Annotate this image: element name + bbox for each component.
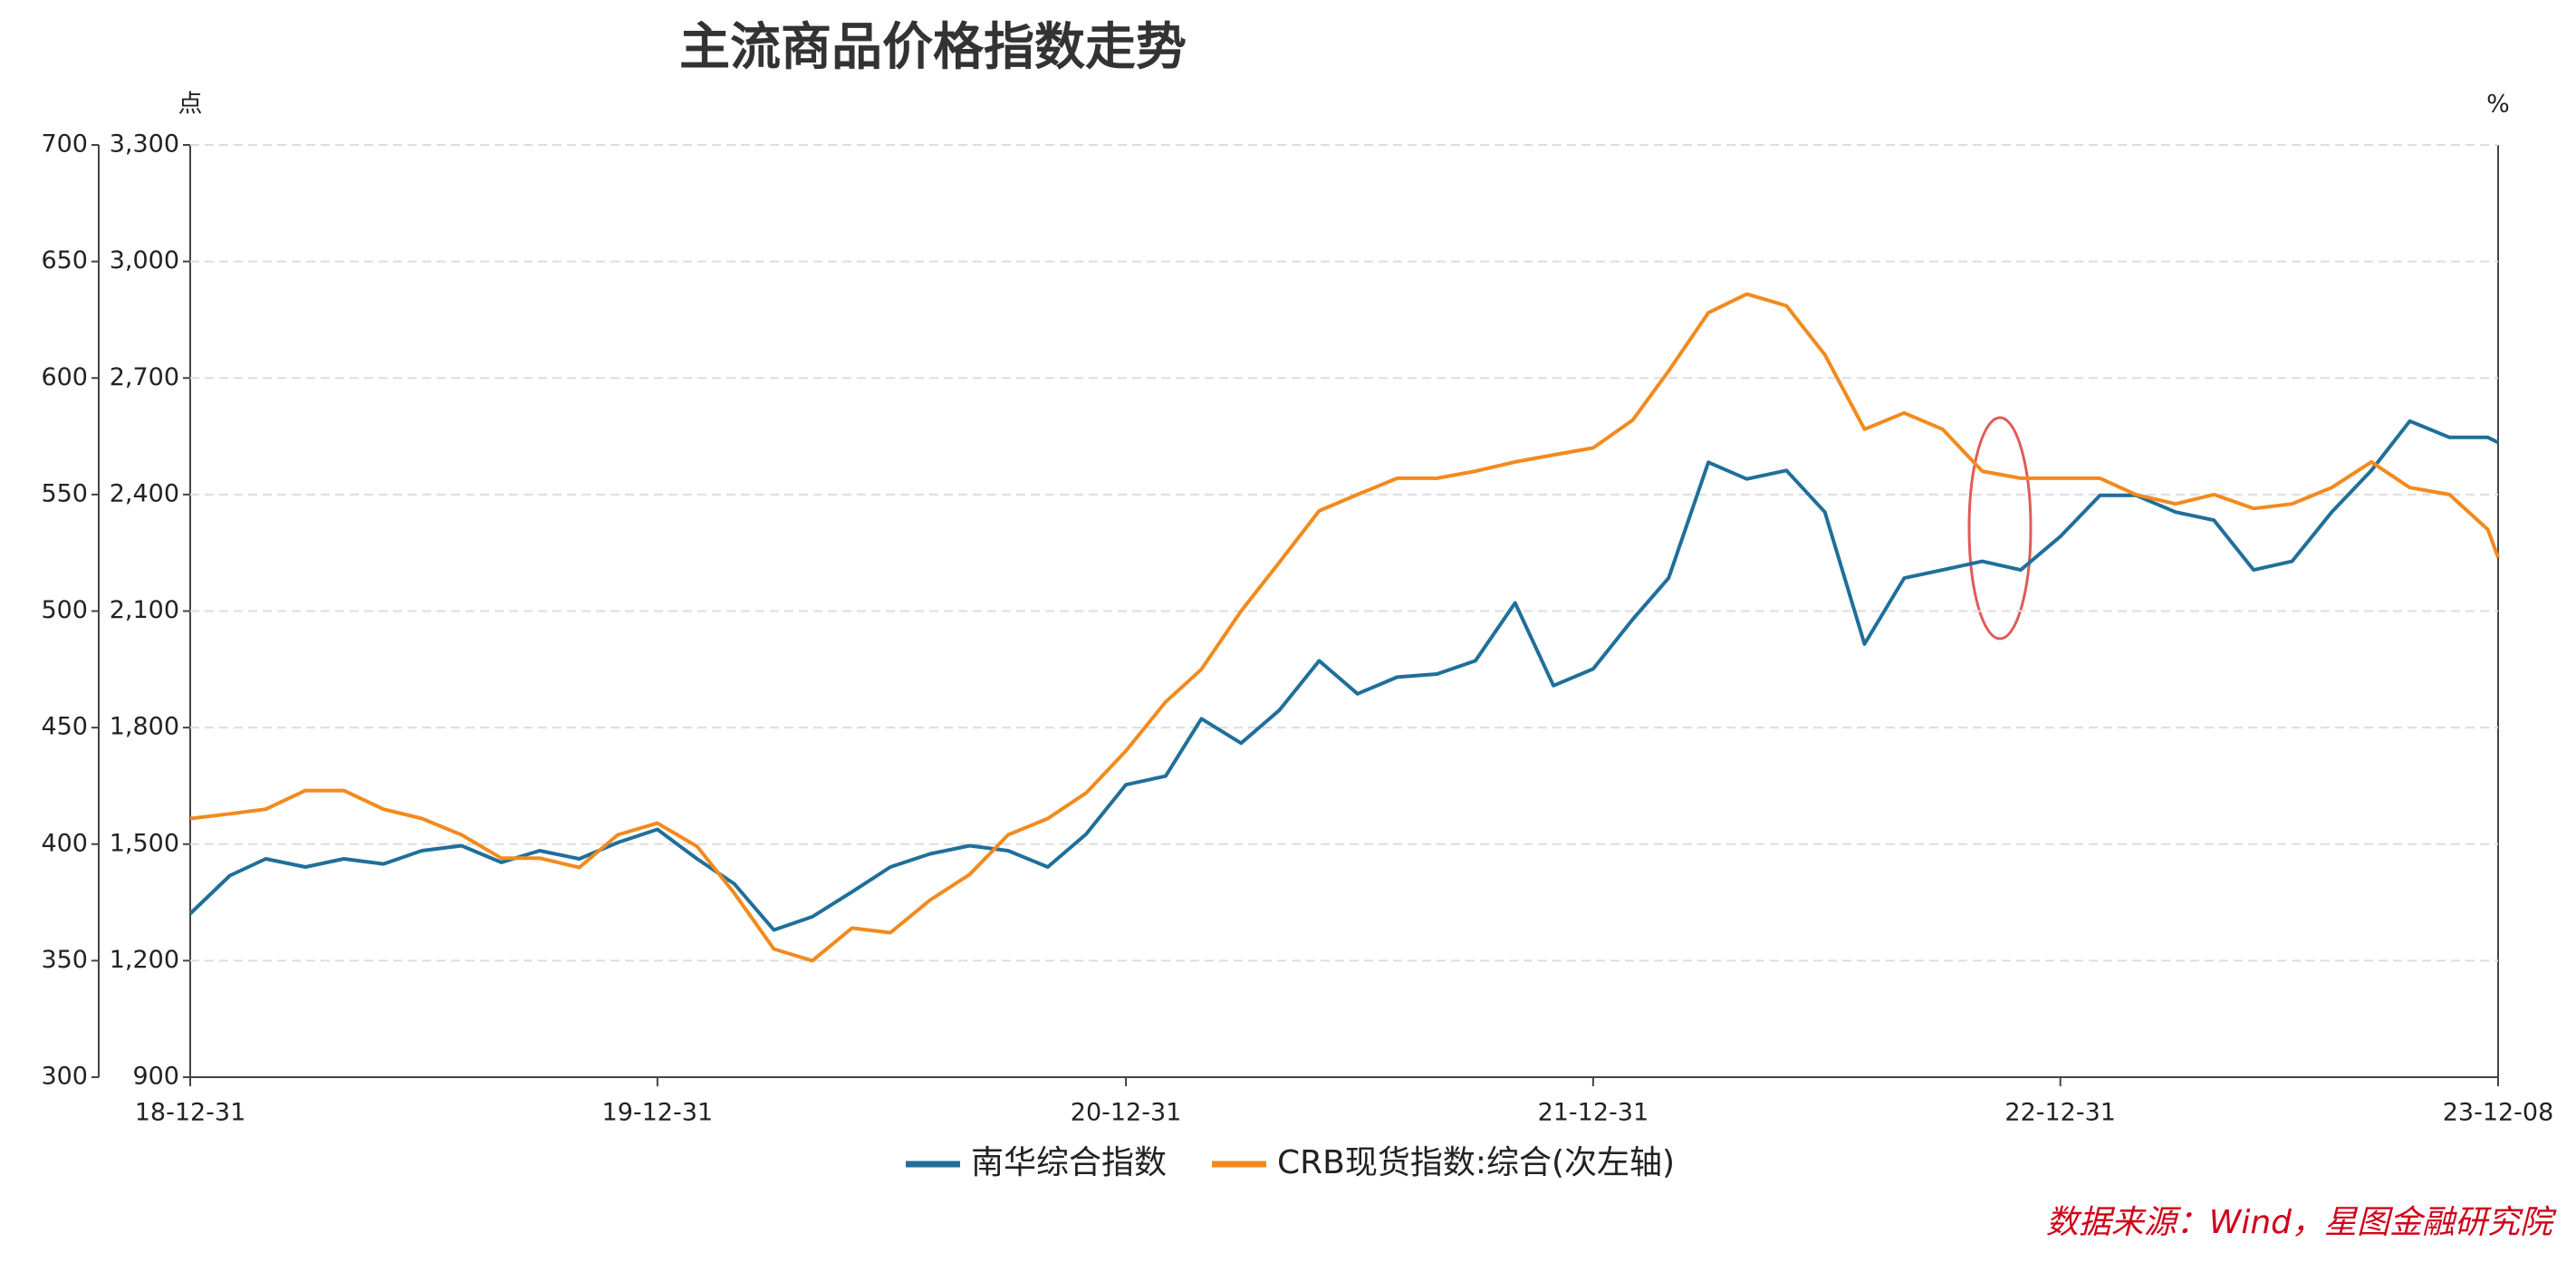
y-tick-label: 500: [41, 596, 88, 624]
x-tick-label: 20-12-31: [1071, 1099, 1182, 1127]
y-axis-unit: 点: [178, 91, 203, 119]
y2-axis-unit: %: [2486, 91, 2510, 119]
x-tick-label: 23-12-08: [2443, 1099, 2554, 1127]
y-tick-label: 650: [41, 246, 88, 275]
y-tick-label: 600: [41, 363, 88, 391]
y2-tick-label: 1,800: [110, 713, 179, 741]
chart-title: 主流商品价格指数走势: [679, 18, 1187, 77]
y2-tick-label: 900: [132, 1063, 179, 1091]
y-tick-label: 350: [41, 946, 88, 974]
source-note: 数据来源：Wind，星图金融研究院: [2046, 1204, 2557, 1241]
x-tick-label: 22-12-31: [2004, 1099, 2116, 1127]
series-line: [189, 292, 2500, 963]
y-tick-label: 450: [41, 713, 88, 741]
legend-label: 南华综合指数: [971, 1144, 1167, 1181]
x-tick-label: 18-12-31: [135, 1099, 246, 1127]
y-tick-label: 700: [41, 130, 88, 159]
y2-tick-label: 1,200: [110, 946, 179, 974]
y2-tick-label: 3,300: [110, 130, 179, 159]
y-tick-label: 400: [41, 829, 88, 857]
y-tick-label: 550: [41, 479, 88, 507]
y-tick-label: 300: [41, 1063, 88, 1091]
y2-tick-label: 1,500: [110, 829, 179, 857]
y2-tick-label: 2,700: [110, 363, 179, 391]
x-tick-label: 19-12-31: [602, 1099, 714, 1127]
y2-tick-label: 3,000: [110, 246, 179, 275]
y2-tick-label: 2,100: [110, 596, 179, 624]
x-tick-label: 21-12-31: [1538, 1099, 1649, 1127]
highlight-ellipse: [1967, 416, 2033, 641]
legend-label: CRB现货指数:综合(次左轴): [1277, 1144, 1675, 1181]
y2-tick-label: 2,400: [110, 479, 179, 507]
